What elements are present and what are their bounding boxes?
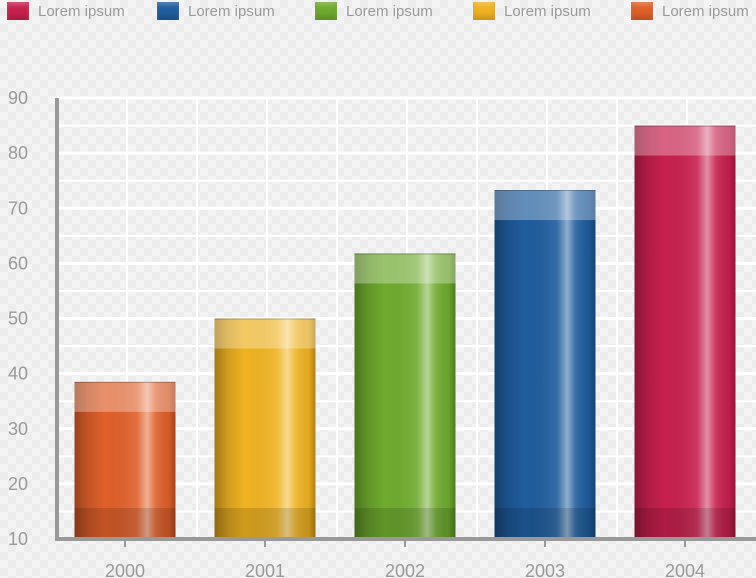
- y-tick-label: 80: [8, 143, 28, 163]
- legend-item: Lorem ipsum: [315, 1, 433, 21]
- bar-cap: [634, 125, 736, 156]
- y-tick-label: 70: [8, 198, 28, 218]
- bar-base: [494, 508, 596, 539]
- legend-label: Lorem ipsum: [504, 2, 591, 20]
- bar-base: [214, 508, 316, 539]
- legend-swatch: [157, 2, 179, 20]
- bar-cap: [74, 381, 176, 412]
- y-tick-label: 20: [8, 474, 28, 494]
- legend-label: Lorem ipsum: [346, 2, 433, 20]
- bar-base: [634, 508, 736, 539]
- axes: [55, 98, 756, 547]
- x-tick-label: 2003: [525, 561, 565, 578]
- legend-label: Lorem ipsum: [662, 2, 749, 20]
- x-tick-label: 2001: [245, 561, 285, 578]
- bar-highlight: [494, 190, 596, 539]
- x-axis-tick-labels: 2000 2001 2002 2003 2004: [105, 561, 705, 578]
- legend-item: Lorem ipsum: [7, 1, 125, 21]
- bars: [74, 125, 736, 539]
- legend-swatch: [473, 2, 495, 20]
- bar-cap: [354, 253, 456, 284]
- bar-highlight: [74, 381, 176, 539]
- bar-2003: [494, 190, 596, 539]
- bar-cap: [494, 190, 596, 221]
- legend-label: Lorem ipsum: [38, 2, 125, 20]
- y-tick-label: 40: [8, 364, 28, 384]
- y-tick-label: 60: [8, 253, 28, 273]
- bar-highlight: [214, 318, 316, 539]
- bar-2000: [74, 381, 176, 539]
- bar-cap: [214, 318, 316, 349]
- x-tick-label: 2002: [385, 561, 425, 578]
- bar-base: [74, 508, 176, 539]
- y-tick-label: 10: [8, 529, 28, 549]
- x-tick-label: 2000: [105, 561, 145, 578]
- legend-label: Lorem ipsum: [188, 2, 275, 20]
- legend-item: Lorem ipsum: [157, 1, 275, 21]
- legend-item: Lorem ipsum: [631, 1, 749, 21]
- bar-highlight: [354, 253, 456, 539]
- bar-2004: [634, 125, 736, 539]
- legend-item: Lorem ipsum: [473, 1, 591, 21]
- bar-2001: [214, 318, 316, 539]
- legend-swatch: [315, 2, 337, 20]
- bar-highlight: [634, 125, 736, 539]
- y-tick-label: 30: [8, 419, 28, 439]
- legend-swatch: [631, 2, 653, 20]
- bar-base: [354, 508, 456, 539]
- legend-swatch: [7, 2, 29, 20]
- y-tick-label: 90: [8, 88, 28, 108]
- x-tick-label: 2004: [665, 561, 705, 578]
- y-axis-tick-labels: 10 20 30 40 50 60 70 80 90: [8, 88, 28, 549]
- bar-2002: [354, 253, 456, 539]
- chart-legend: Lorem ipsum Lorem ipsum Lorem ipsum Lore…: [0, 0, 756, 26]
- y-tick-label: 50: [8, 309, 28, 329]
